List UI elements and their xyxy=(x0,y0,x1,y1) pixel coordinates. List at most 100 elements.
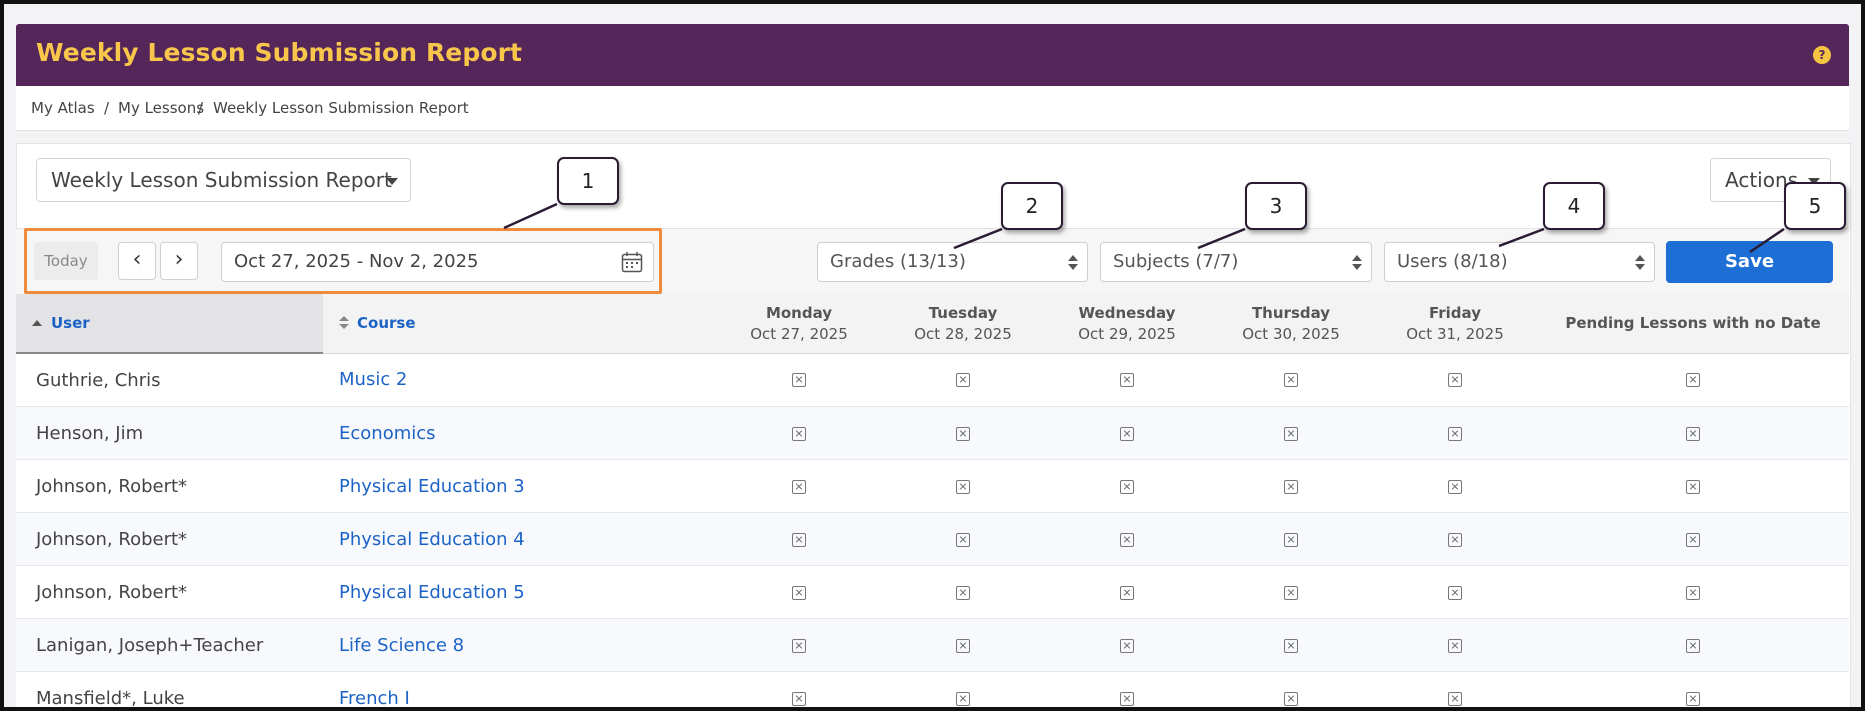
help-icon[interactable]: ? xyxy=(1813,46,1831,64)
not-submitted-icon xyxy=(1120,691,1134,706)
status-cell xyxy=(1045,565,1209,619)
table-row: Johnson, Robert* Physical Education 4 xyxy=(16,512,1849,566)
not-submitted-icon xyxy=(792,373,806,388)
status-cell xyxy=(717,406,881,460)
status-cell xyxy=(881,618,1045,672)
course-link[interactable]: Economics xyxy=(323,406,717,460)
status-cell xyxy=(1373,565,1537,619)
table-row: Johnson, Robert* Physical Education 5 xyxy=(16,565,1849,619)
column-header-course[interactable]: Course xyxy=(323,294,717,354)
chevron-left-icon: ‹ xyxy=(132,247,142,272)
not-submitted-icon xyxy=(956,426,970,441)
not-submitted-icon xyxy=(1284,638,1298,653)
previous-week-button[interactable]: ‹ xyxy=(118,242,156,280)
status-cell xyxy=(881,565,1045,619)
not-submitted-icon xyxy=(956,532,970,547)
column-label: Course xyxy=(357,314,416,333)
not-submitted-icon xyxy=(956,638,970,653)
status-cell xyxy=(1537,512,1849,566)
column-date: Oct 31, 2025 xyxy=(1406,324,1504,343)
calendar-icon[interactable] xyxy=(621,251,643,273)
not-submitted-icon xyxy=(1120,585,1134,600)
course-link[interactable]: Physical Education 5 xyxy=(323,565,717,619)
not-submitted-icon xyxy=(1284,373,1298,388)
column-header-user[interactable]: User xyxy=(16,294,323,354)
not-submitted-icon xyxy=(1284,426,1298,441)
course-link[interactable]: Physical Education 4 xyxy=(323,512,717,566)
breadcrumb-my-lessons[interactable]: My Lessons xyxy=(118,99,205,117)
table-header-row: User Course Monday Oct 27, 2025 Tuesday Oc… xyxy=(16,294,1849,354)
status-cell xyxy=(1537,618,1849,672)
not-submitted-icon xyxy=(1120,426,1134,441)
submission-table: User Course Monday Oct 27, 2025 Tuesday Oc… xyxy=(16,294,1849,707)
caret-down-icon xyxy=(386,178,398,185)
not-submitted-icon xyxy=(1284,532,1298,547)
users-filter[interactable]: Users (8/18) xyxy=(1384,242,1655,282)
date-controls-highlight xyxy=(24,228,662,294)
breadcrumb-my-atlas[interactable]: My Atlas xyxy=(31,99,95,117)
status-cell xyxy=(1373,353,1537,407)
date-range-value: Oct 27, 2025 - Nov 2, 2025 xyxy=(234,251,479,272)
subjects-filter[interactable]: Subjects (7/7) xyxy=(1100,242,1372,282)
status-cell xyxy=(881,512,1045,566)
not-submitted-icon xyxy=(792,638,806,653)
report-select[interactable]: Weekly Lesson Submission Report xyxy=(36,158,411,202)
column-label: Tuesday xyxy=(928,303,998,322)
grades-filter[interactable]: Grades (13/13) xyxy=(817,242,1088,282)
select-arrows-icon xyxy=(1635,255,1645,271)
table-row: Johnson, Robert* Physical Education 3 xyxy=(16,459,1849,513)
user-cell: Mansfield*, Luke xyxy=(16,671,323,707)
column-header-pending: Pending Lessons with no Date xyxy=(1537,294,1849,354)
not-submitted-icon xyxy=(956,585,970,600)
next-week-button[interactable]: › xyxy=(160,242,198,280)
status-cell xyxy=(1045,618,1209,672)
breadcrumb-separator: / xyxy=(198,99,204,117)
status-cell xyxy=(1209,671,1373,707)
not-submitted-icon xyxy=(1448,585,1462,600)
breadcrumb-current: Weekly Lesson Submission Report xyxy=(213,99,469,117)
select-arrows-icon xyxy=(1068,255,1078,271)
status-cell xyxy=(717,459,881,513)
not-submitted-icon xyxy=(1448,691,1462,706)
today-button[interactable]: Today xyxy=(34,242,98,280)
course-link[interactable]: Music 2 xyxy=(323,353,717,407)
user-cell: Johnson, Robert* xyxy=(16,565,323,619)
column-header-thursday: Thursday Oct 30, 2025 xyxy=(1209,294,1373,354)
select-arrows-icon xyxy=(1352,255,1362,271)
status-cell xyxy=(1209,512,1373,566)
callout-4: 4 xyxy=(1543,182,1605,230)
table-row: Mansfield*, Luke French I xyxy=(16,671,1849,707)
column-label: Thursday xyxy=(1251,303,1331,322)
date-range-input[interactable]: Oct 27, 2025 - Nov 2, 2025 xyxy=(221,242,654,282)
user-cell: Henson, Jim xyxy=(16,406,323,460)
report-select-value: Weekly Lesson Submission Report xyxy=(51,168,392,192)
course-link[interactable]: French I xyxy=(323,671,717,707)
not-submitted-icon xyxy=(1120,638,1134,653)
save-preferences-button[interactable]: Save Preferences xyxy=(1666,241,1833,314)
not-submitted-icon xyxy=(1448,479,1462,494)
not-submitted-icon xyxy=(956,691,970,706)
breadcrumb: My Atlas / My Lessons / Weekly Lesson Su… xyxy=(16,86,1849,131)
course-link[interactable]: Life Science 8 xyxy=(323,618,717,672)
not-submitted-icon xyxy=(1284,691,1298,706)
status-cell xyxy=(717,512,881,566)
status-cell xyxy=(1537,353,1849,407)
not-submitted-icon xyxy=(1120,479,1134,494)
user-cell: Johnson, Robert* xyxy=(16,512,323,566)
chevron-right-icon: › xyxy=(174,247,184,272)
status-cell xyxy=(1209,406,1373,460)
status-cell xyxy=(1373,406,1537,460)
course-link[interactable]: Physical Education 3 xyxy=(323,459,717,513)
not-submitted-icon xyxy=(1686,691,1700,706)
column-label: Wednesday xyxy=(1078,303,1176,322)
not-submitted-icon xyxy=(792,532,806,547)
status-cell xyxy=(1537,671,1849,707)
not-submitted-icon xyxy=(1284,479,1298,494)
status-cell xyxy=(881,459,1045,513)
caret-down-icon xyxy=(1808,178,1820,185)
not-submitted-icon xyxy=(792,691,806,706)
status-cell xyxy=(1209,459,1373,513)
status-cell xyxy=(1373,459,1537,513)
not-submitted-icon xyxy=(1686,532,1700,547)
